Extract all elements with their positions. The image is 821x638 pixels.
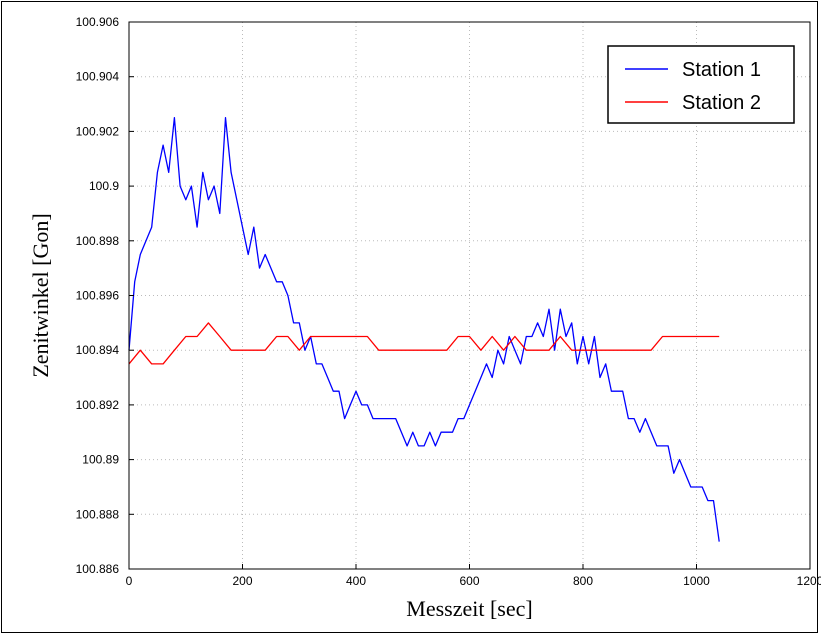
x-axis-ticks: 0 200 400 600 800 1000 1200	[126, 564, 821, 588]
x-axis-label: Messzeit [sec]	[406, 596, 532, 621]
series-lines	[128, 117, 720, 542]
y-tick-label: 100.898	[76, 234, 120, 248]
y-tick-label: 100.886	[76, 562, 120, 576]
y-tick-label: 100.89	[82, 453, 119, 467]
series-line-1	[128, 117, 720, 542]
x-tick-label: 1200	[797, 574, 821, 588]
x-tick-label: 0	[126, 574, 133, 588]
x-tick-label: 1000	[683, 574, 710, 588]
y-tick-label: 100.892	[76, 398, 120, 412]
x-tick-label: 800	[573, 574, 593, 588]
y-tick-label: 100.894	[76, 343, 120, 357]
series-line-2	[128, 322, 720, 365]
legend-label-1: Station 1	[682, 59, 761, 81]
x-tick-label: 400	[346, 574, 366, 588]
legend-box	[607, 45, 795, 124]
legend: Station 1 Station 2	[607, 45, 795, 124]
y-axis-label: Zenitwinkel [Gon]	[28, 213, 53, 377]
y-tick-label: 100.904	[76, 70, 120, 84]
x-tick-label: 200	[232, 574, 252, 588]
x-tick-label: 600	[459, 574, 479, 588]
y-axis-ticks: 100.886 100.888 100.89 100.892 100.894 100.89…	[76, 15, 134, 576]
y-tick-label: 100.888	[76, 507, 120, 521]
y-tick-label: 100.9	[89, 179, 119, 193]
legend-label-2: Station 2	[682, 92, 761, 114]
y-tick-label: 100.902	[76, 124, 120, 138]
y-tick-label: 100.906	[76, 15, 120, 29]
y-tick-label: 100.896	[76, 289, 120, 303]
